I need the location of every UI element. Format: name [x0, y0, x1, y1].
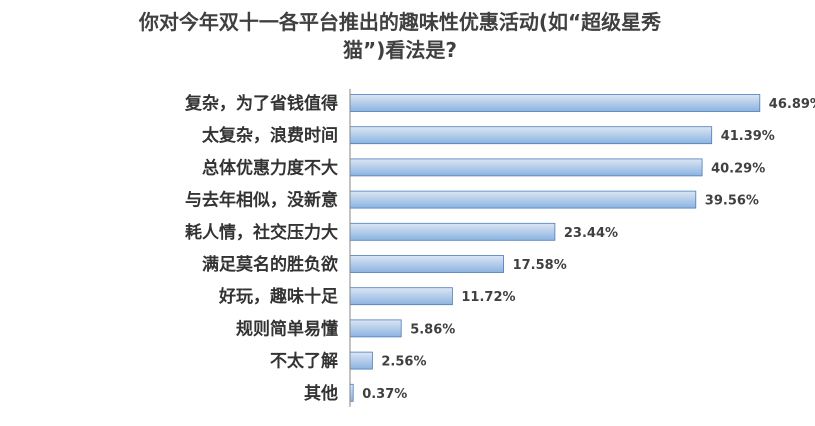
value-label-0: 46.89%	[769, 97, 815, 112]
value-label-6: 11.72%	[461, 290, 515, 305]
value-label-1: 41.39%	[721, 129, 775, 144]
category-label-4: 耗人情，社交压力大	[185, 222, 338, 243]
value-label-8: 2.56%	[381, 355, 426, 370]
value-label-7: 5.86%	[410, 322, 455, 337]
chart-title: 你对今年双十一各平台推出的趣味性优惠活动(如“超级星秀 猫”)看法是?	[70, 8, 730, 64]
bar-4	[349, 222, 556, 241]
category-label-9: 其他	[304, 383, 338, 404]
value-label-2: 40.29%	[711, 161, 765, 176]
chart-title-line-1: 你对今年双十一各平台推出的趣味性优惠活动(如“超级星秀	[138, 10, 662, 34]
bar-3	[349, 190, 697, 209]
value-label-9: 0.37%	[362, 387, 407, 402]
bar-1	[349, 126, 713, 145]
category-label-8: 不太了解	[270, 351, 338, 372]
value-label-4: 23.44%	[564, 226, 618, 241]
bar-6	[349, 287, 453, 306]
bar-8	[349, 351, 373, 370]
category-label-0: 复杂，为了省钱值得	[184, 93, 338, 114]
category-label-1: 太复杂，浪费时间	[202, 125, 338, 146]
bars-group: 复杂，为了省钱值得 46.89% 太复杂，浪费时间 41.39% 总体优惠力度不大 40.…	[184, 93, 815, 404]
category-label-6: 好玩，趣味十足	[218, 286, 338, 307]
value-label-3: 39.56%	[705, 194, 759, 209]
bar-0	[349, 94, 761, 112]
category-label-7: 规则简单易懂	[236, 318, 338, 339]
bar-7	[349, 319, 402, 338]
value-label-5: 17.58%	[513, 258, 567, 273]
bar-2	[349, 158, 703, 177]
category-label-2: 总体优惠力度不大	[202, 157, 338, 178]
category-label-5: 满足莫名的胜负欲	[202, 254, 338, 275]
category-label-3: 与去年相似，没新意	[185, 190, 338, 211]
chart-title-line-2: 猫”)看法是?	[343, 38, 457, 62]
bar-5	[349, 255, 505, 273]
